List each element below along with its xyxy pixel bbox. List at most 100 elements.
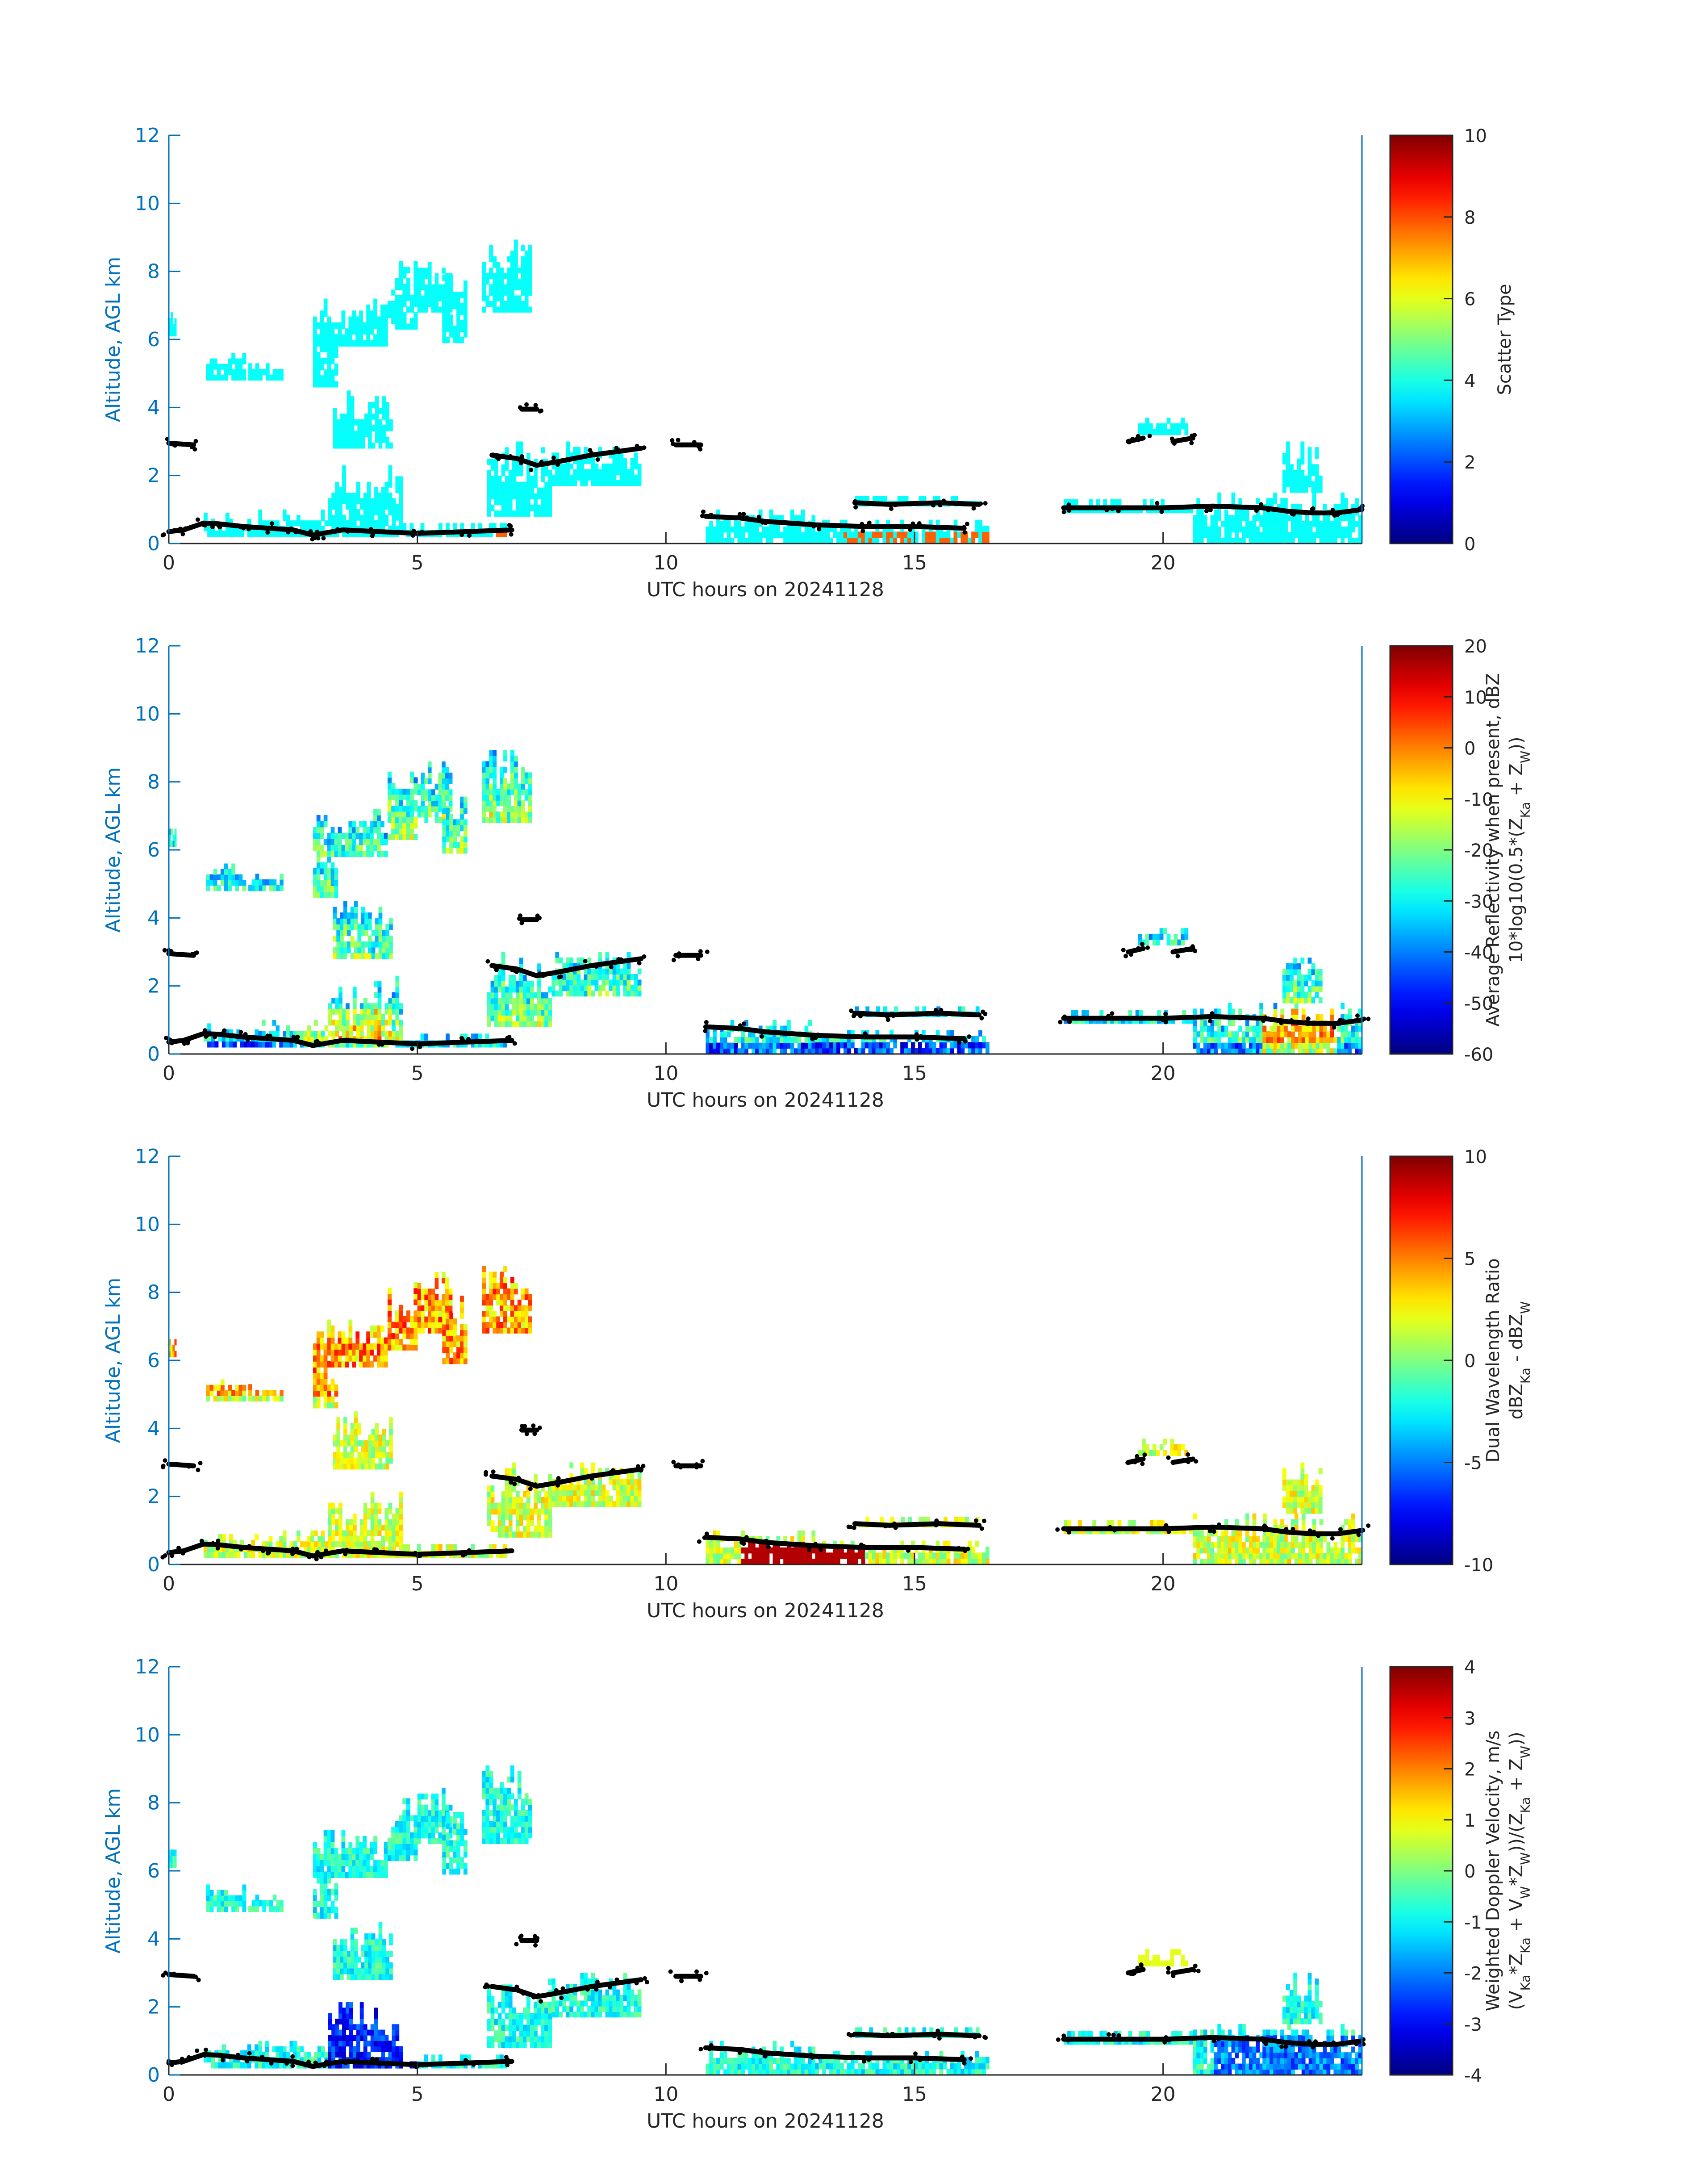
data-cell <box>525 1305 529 1311</box>
data-cell <box>505 1009 509 1016</box>
data-cell <box>442 767 446 773</box>
data-cell <box>338 1355 342 1362</box>
data-cell <box>620 469 624 475</box>
data-cell <box>380 1338 384 1344</box>
data-cell <box>971 531 975 538</box>
data-cell <box>526 505 530 511</box>
data-cell <box>333 907 337 913</box>
data-cell <box>489 1300 493 1305</box>
data-cell <box>342 465 346 471</box>
melting-layer-dot <box>213 1035 217 1039</box>
data-cell <box>716 521 720 527</box>
data-cell <box>449 1300 453 1305</box>
data-cell <box>1196 1043 1200 1049</box>
data-cell <box>446 1341 450 1347</box>
data-cell <box>435 290 439 296</box>
data-cell <box>238 1385 242 1391</box>
data-cell <box>343 1435 347 1441</box>
data-cell <box>514 262 518 268</box>
melting-layer-dot <box>888 502 893 506</box>
data-cell <box>489 789 493 795</box>
data-cell <box>222 531 226 537</box>
data-cell <box>373 305 377 311</box>
data-cell <box>1320 1026 1324 1032</box>
melting-layer-dot <box>763 1029 768 1034</box>
data-cell <box>1308 481 1312 487</box>
data-cell <box>418 1328 422 1334</box>
data-cell <box>1323 1031 1327 1037</box>
data-cell <box>528 1305 532 1311</box>
data-cell <box>357 1440 361 1447</box>
data-cell <box>327 1361 331 1368</box>
data-cell <box>489 245 493 251</box>
data-cell <box>389 1458 393 1464</box>
data-cell <box>598 969 602 974</box>
melting-layer-dot <box>265 527 270 531</box>
data-cell <box>382 1429 386 1435</box>
data-cell <box>815 531 819 538</box>
data-cell <box>348 833 352 839</box>
data-cell <box>378 1009 382 1015</box>
data-cell <box>521 811 525 817</box>
data-cell <box>372 953 376 959</box>
data-cell <box>1280 532 1284 539</box>
melting-layer-dot <box>709 513 713 517</box>
data-cell <box>598 985 602 991</box>
data-cell <box>498 981 502 987</box>
data-cell <box>395 509 399 515</box>
data-cell <box>525 307 529 313</box>
data-cell <box>378 981 382 987</box>
data-cell <box>709 532 713 539</box>
data-cell <box>213 885 217 891</box>
melting-layer-dot <box>289 527 293 531</box>
data-cell <box>503 778 507 784</box>
data-cell <box>501 510 505 517</box>
data-cell <box>336 947 340 954</box>
data-cell <box>861 1042 865 1048</box>
data-cell <box>496 795 500 801</box>
data-cell <box>1330 1031 1334 1037</box>
data-cell <box>228 364 232 370</box>
data-cell <box>372 414 376 420</box>
data-cell <box>591 475 595 481</box>
data-cell <box>464 1358 468 1364</box>
melting-layer-dot <box>315 530 319 534</box>
data-cell <box>489 800 493 806</box>
data-cell <box>340 419 344 426</box>
data-cell <box>435 1328 439 1334</box>
data-cell <box>525 795 529 801</box>
data-cell <box>363 504 367 510</box>
data-cell <box>460 1358 464 1364</box>
data-cell <box>562 469 566 475</box>
data-cell <box>1333 527 1337 533</box>
data-cell <box>446 326 450 332</box>
data-cell <box>1280 1037 1284 1043</box>
data-cell <box>1295 521 1299 527</box>
data-cell <box>445 789 449 795</box>
data-cell <box>510 1311 514 1317</box>
data-cell <box>1311 997 1315 1004</box>
data-cell <box>375 1464 379 1470</box>
data-cell <box>363 821 367 827</box>
data-cell <box>1228 1008 1232 1015</box>
data-cell <box>744 527 748 533</box>
data-cell <box>1304 481 1308 487</box>
data-cell <box>1304 997 1308 1004</box>
data-cell <box>1327 1037 1331 1043</box>
data-cell <box>324 1361 328 1368</box>
data-cell <box>355 340 359 347</box>
data-cell <box>418 1288 422 1294</box>
data-cell <box>235 364 239 370</box>
data-cell <box>406 267 410 273</box>
melting-layer-dot <box>587 964 591 968</box>
data-cell <box>340 425 344 431</box>
data-cell <box>489 273 493 279</box>
data-cell <box>366 328 370 335</box>
data-cell <box>351 431 355 437</box>
data-cell <box>491 488 495 494</box>
data-cell <box>720 1043 724 1049</box>
data-cell <box>175 1351 177 1357</box>
data-cell <box>523 505 527 511</box>
data-cell <box>523 998 527 1004</box>
